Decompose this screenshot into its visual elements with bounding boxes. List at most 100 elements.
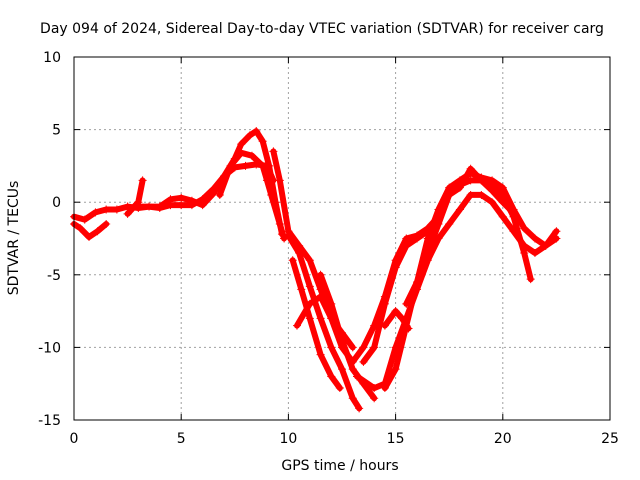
data-point-marker — [305, 282, 314, 291]
data-point-marker — [262, 176, 271, 185]
x-tick-label: 10 — [279, 431, 297, 447]
data-point-marker — [466, 176, 475, 185]
data-point-marker — [335, 384, 344, 393]
chart-title: Day 094 of 2024, Sidereal Day-to-day VTE… — [40, 21, 604, 37]
data-point-marker — [237, 140, 246, 149]
axes: 0 5 10 15 20 25 -15 -10 -5 0 5 10 — [38, 50, 619, 447]
data-point-marker — [391, 307, 400, 316]
y-tick-label: -15 — [38, 413, 61, 429]
data-point-marker — [370, 384, 379, 393]
data-point-marker — [541, 241, 550, 250]
y-tick-label: -5 — [47, 268, 61, 284]
data-point-marker — [305, 314, 314, 323]
y-tick-label: 5 — [52, 123, 61, 139]
data-point-marker — [477, 176, 486, 185]
data-point-marker — [552, 234, 561, 243]
data-point-marker — [488, 176, 497, 185]
data-point-marker — [177, 201, 186, 210]
data-point-marker — [402, 241, 411, 250]
data-point-marker — [288, 256, 297, 265]
x-tick-label: 0 — [70, 431, 79, 447]
series-track-14 — [380, 307, 413, 333]
data-point-marker — [316, 314, 325, 323]
series-line — [285, 232, 363, 412]
series-line — [435, 165, 515, 220]
data-point-marker — [267, 190, 276, 199]
data-point-marker — [305, 256, 314, 265]
data-point-marker — [275, 176, 284, 185]
data-point-marker — [530, 234, 539, 243]
data-point-marker — [455, 183, 464, 192]
data-point-marker — [123, 209, 132, 218]
data-point-marker — [198, 201, 207, 210]
data-point-marker — [93, 227, 102, 236]
data-point-marker — [552, 227, 561, 236]
data-point-marker — [241, 161, 250, 170]
data-point-marker — [316, 292, 325, 301]
data-point-marker — [258, 161, 267, 170]
data-point-marker — [237, 148, 246, 157]
data-point-marker — [348, 394, 357, 403]
data-point-marker — [402, 234, 411, 243]
data-point-marker — [402, 299, 411, 308]
series-line — [381, 308, 412, 332]
data-point-marker — [102, 205, 111, 214]
data-point-marker — [80, 215, 89, 224]
data-point-marker — [445, 183, 454, 192]
x-tick-label: 20 — [494, 431, 512, 447]
data-point-marker — [252, 127, 261, 136]
data-point-marker — [520, 224, 529, 233]
data-point-marker — [338, 365, 346, 374]
series-track-7 — [284, 231, 364, 413]
data-point-marker — [215, 190, 224, 199]
y-tick-label: 0 — [52, 195, 61, 211]
series-track-8 — [288, 256, 344, 393]
data-point-marker — [305, 299, 314, 308]
data-point-marker — [404, 324, 413, 333]
data-point-marker — [91, 208, 100, 217]
data-point-marker — [466, 164, 475, 173]
data-point-marker — [520, 249, 529, 258]
data-point-marker — [327, 299, 336, 308]
data-point-marker — [134, 202, 143, 211]
data-point-marker — [355, 404, 364, 413]
data-point-marker — [76, 224, 85, 233]
series-track-3 — [123, 176, 147, 218]
data-point-marker — [477, 190, 486, 199]
plot-frame — [73, 56, 611, 421]
data-point-marker — [177, 193, 186, 202]
data-point-marker — [327, 343, 336, 352]
series-track-16 — [434, 164, 516, 221]
data-point-marker — [455, 205, 464, 214]
data-point-marker — [445, 190, 454, 199]
data-point-marker — [85, 233, 94, 242]
data-point-marker — [498, 198, 507, 207]
data-point-marker — [245, 131, 254, 140]
data-point-marker — [370, 343, 379, 352]
data-point-marker — [209, 189, 218, 198]
data-point-marker — [295, 249, 304, 258]
data-point-marker — [297, 285, 306, 294]
data-point-marker — [348, 343, 357, 352]
data-point-marker — [359, 343, 368, 352]
data-point-marker — [247, 151, 256, 160]
data-point-marker — [380, 384, 389, 393]
data-point-marker — [434, 212, 443, 221]
series-line — [294, 293, 356, 351]
data-point-marker — [413, 234, 422, 243]
data-point-marker — [316, 350, 325, 359]
data-point-marker — [275, 219, 284, 228]
data-point-marker — [507, 206, 516, 215]
data-point-marker — [445, 219, 454, 228]
data-point-marker — [327, 372, 336, 381]
data-point-marker — [423, 234, 432, 243]
x-tick-label: 25 — [601, 431, 619, 447]
data-point-marker — [269, 147, 278, 156]
data-point-marker — [348, 365, 357, 374]
data-point-marker — [102, 219, 111, 228]
data-point-marker — [488, 198, 497, 207]
data-point-marker — [112, 205, 121, 214]
series-track-9 — [292, 292, 357, 352]
